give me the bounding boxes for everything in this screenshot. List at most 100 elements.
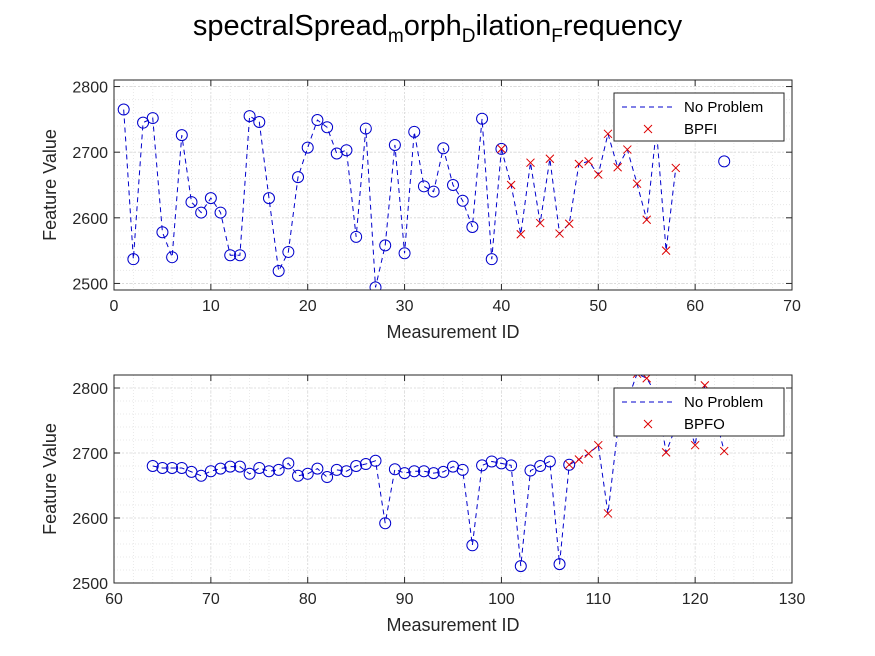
x-stroke [637,375,642,379]
legend: No Problem BPFI [613,92,785,142]
x-stroke [564,460,574,470]
x-stroke [642,215,652,225]
x-tick-label: 40 [493,298,511,315]
x-stroke [661,246,671,255]
legend-box [613,387,785,437]
axes-box [113,374,793,584]
data-point-circle [146,112,159,125]
y-tick-label: 2800 [72,80,108,97]
data-point-circle [350,460,363,472]
data-point-circle [447,179,459,191]
data-point-circle [340,465,353,478]
x-axis-label: Measurement ID [386,615,519,635]
x-stroke [545,154,555,164]
data-point-x [632,179,642,189]
legend-entry-no-problem: No Problem [622,394,763,411]
title-part: F [551,26,563,47]
data-point-circle [524,464,537,477]
x-stroke [516,229,526,239]
data-point-circle [495,457,508,470]
x-tick-label: 60 [105,591,123,608]
data-point-circle [427,467,440,480]
series-line [152,460,570,567]
data-point-circle [476,112,489,125]
data-point-circle [340,144,353,157]
x-tick-label: 70 [202,591,220,608]
x-stroke [506,180,516,190]
y-axis-label: Feature Value [40,129,60,241]
data-point-circle [330,463,343,476]
y-tick-label: 2700 [72,145,108,162]
data-point-circle [485,455,498,468]
x-tick-label: 0 [110,298,119,315]
data-point-x [584,449,593,459]
data-point-x [622,145,632,154]
series-no-problem [117,103,731,290]
x-tick-label: 10 [202,298,220,315]
x-stroke [564,219,574,229]
tick-labels: 0 10 20 30 40 50 60 70 2500 2600 2700 2800 [72,80,801,315]
data-point-circle [166,251,179,264]
title-part: orph [403,10,462,42]
x-tick-label: 130 [779,591,806,608]
data-point-x [526,158,535,168]
data-point-circle [456,463,469,476]
data-point-circle [321,121,334,134]
data-point-circle [437,142,450,155]
data-point-circle [718,155,731,168]
data-point-circle [117,103,130,116]
data-point-circle [301,467,314,480]
title-part: spectralSpread [192,10,388,42]
data-point-x [574,159,584,169]
axes-box [113,79,793,291]
data-point-circle [427,185,440,198]
data-point-x [643,419,653,429]
data-point-circle [146,460,159,472]
data-point-x [584,157,593,166]
data-point-circle [417,180,430,193]
data-point-circle [253,116,266,128]
legend-entry-no-problem: No Problem [622,99,763,116]
data-point-circle [292,469,305,482]
data-point-circle [282,457,295,470]
data-point-circle [437,465,450,478]
data-point-circle [563,458,576,471]
data-point-circle [204,192,217,205]
data-point-circle [543,455,556,468]
x-tick-label: 80 [299,591,317,608]
chart-panel-2: 60 70 80 90 100 110 120 130 2500 2600 2700 2800 Meas… [40,374,806,635]
data-point-circle [243,467,256,480]
x-tick-label: 120 [682,591,709,608]
data-point-circle [311,114,324,127]
y-tick-label: 2500 [72,276,108,293]
data-point-x [719,446,729,456]
data-point-circle [466,221,479,233]
data-point-circle [137,116,150,129]
data-point-circle [417,465,430,478]
x-stroke [526,158,535,168]
x-tick-label: 100 [488,591,515,608]
data-point-circle [514,560,527,573]
data-point-x [690,440,700,450]
y-tick-label: 2500 [72,576,108,593]
legend-entry-fault: BPFO [643,416,725,433]
data-point-x [603,509,613,518]
series-line [123,109,502,288]
data-point-circle [292,171,305,184]
x-stroke [622,145,632,154]
chart-title: spectralSpreadmorphDilationFrequency [0,10,875,48]
x-stroke [642,375,651,383]
data-point-circle [224,460,237,473]
data-point-circle [175,129,188,142]
data-point-circle [534,460,547,472]
data-point-circle [282,245,295,258]
data-point-circle [321,471,334,484]
x-stroke [690,440,700,450]
data-point-x [671,163,681,173]
data-point-circle [379,239,392,252]
series-fault [497,124,681,255]
data-point-circle [398,467,411,480]
data-point-circle [156,226,169,239]
x-stroke [632,179,642,189]
legend-label: No Problem [684,99,763,116]
